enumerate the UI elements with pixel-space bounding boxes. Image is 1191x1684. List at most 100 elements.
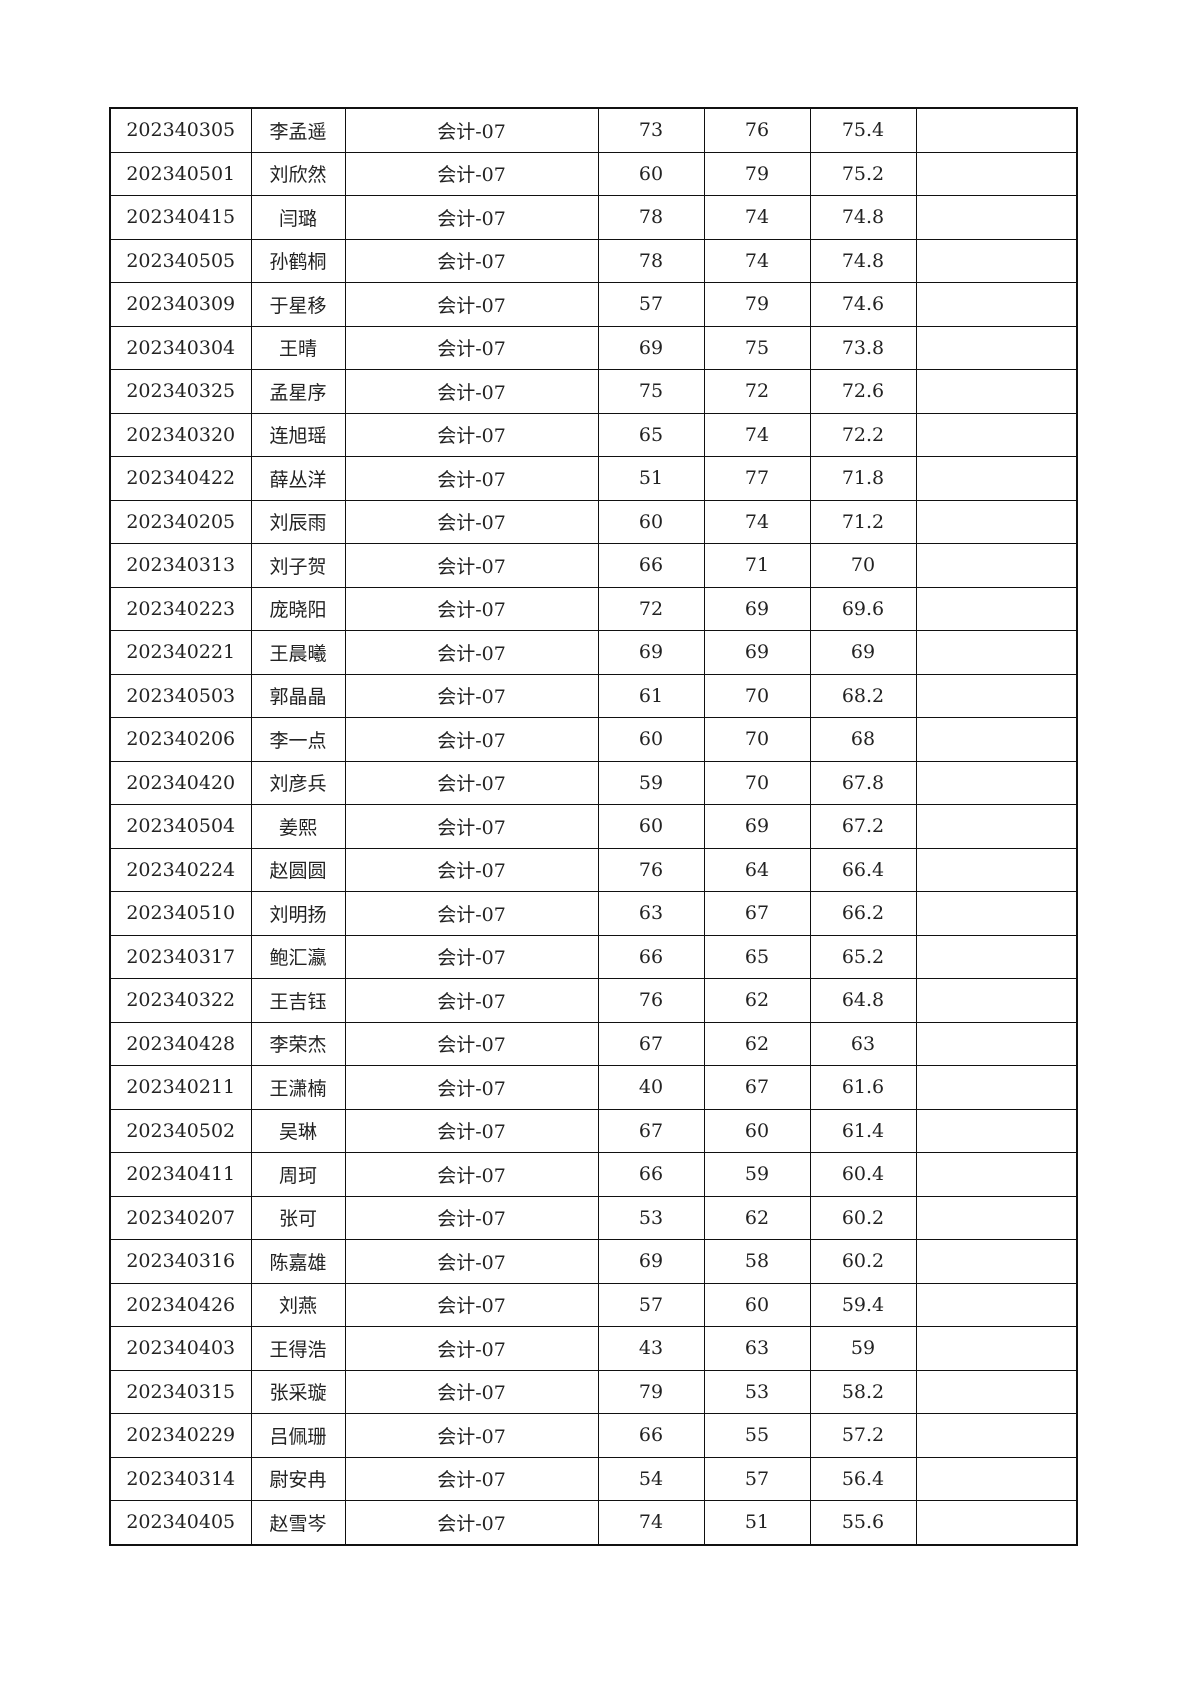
total-cell: 55.6 [809,1500,917,1545]
student-id-cell: 202340320 [109,412,252,457]
student-id-cell: 202340211 [109,1065,252,1110]
student-id-cell: 202340325 [109,369,252,414]
table-row: 202340325 孟星序 会计-07 75 72 72.6 [109,369,1078,414]
class-cell: 会计-07 [344,456,599,501]
remark-cell [915,891,1078,936]
score2-cell: 74 [703,412,811,457]
remark-cell [915,543,1078,588]
remark-cell [915,586,1078,631]
name-cell: 张采璇 [250,1369,346,1414]
total-cell: 64.8 [809,978,917,1023]
name-cell: 刘燕 [250,1282,346,1327]
name-cell: 刘明扬 [250,891,346,936]
table-row: 202340309 于星移 会计-07 57 79 74.6 [109,282,1078,327]
total-cell: 57.2 [809,1413,917,1458]
table-row: 202340205 刘辰雨 会计-07 60 74 71.2 [109,499,1078,544]
class-cell: 会计-07 [344,151,599,196]
total-cell: 58.2 [809,1369,917,1414]
class-cell: 会计-07 [344,847,599,892]
total-cell: 66.2 [809,891,917,936]
score1-cell: 72 [597,586,705,631]
remark-cell [915,1413,1078,1458]
score1-cell: 66 [597,934,705,979]
table-row: 202340510 刘明扬 会计-07 63 67 66.2 [109,891,1078,936]
class-cell: 会计-07 [344,412,599,457]
name-cell: 王潇楠 [250,1065,346,1110]
student-id-cell: 202340411 [109,1152,252,1197]
table-row: 202340422 薛丛洋 会计-07 51 77 71.8 [109,456,1078,501]
class-cell: 会计-07 [344,1326,599,1371]
remark-cell [915,195,1078,240]
score1-cell: 67 [597,1108,705,1153]
total-cell: 74.8 [809,195,917,240]
class-cell: 会计-07 [344,586,599,631]
student-id-cell: 202340223 [109,586,252,631]
student-id-cell: 202340501 [109,151,252,196]
score1-cell: 73 [597,107,705,153]
score2-cell: 69 [703,630,811,675]
table-row: 202340316 陈嘉雄 会计-07 69 58 60.2 [109,1239,1078,1284]
name-cell: 薛丛洋 [250,456,346,501]
student-id-cell: 202340504 [109,804,252,849]
table-row: 202340501 刘欣然 会计-07 60 79 75.2 [109,151,1078,196]
score1-cell: 69 [597,325,705,370]
student-id-cell: 202340322 [109,978,252,1023]
score2-cell: 70 [703,717,811,762]
total-cell: 68 [809,717,917,762]
score2-cell: 77 [703,456,811,501]
remark-cell [915,1239,1078,1284]
score2-cell: 70 [703,673,811,718]
score2-cell: 71 [703,543,811,588]
score2-cell: 65 [703,934,811,979]
name-cell: 周珂 [250,1152,346,1197]
class-cell: 会计-07 [344,325,599,370]
score1-cell: 60 [597,151,705,196]
score2-cell: 64 [703,847,811,892]
table-row: 202340428 李荣杰 会计-07 67 62 63 [109,1021,1078,1066]
class-cell: 会计-07 [344,1456,599,1501]
table-row: 202340317 鲍汇瀛 会计-07 66 65 65.2 [109,934,1078,979]
class-cell: 会计-07 [344,1021,599,1066]
remark-cell [915,760,1078,805]
score2-cell: 69 [703,804,811,849]
class-cell: 会计-07 [344,630,599,675]
total-cell: 67.2 [809,804,917,849]
student-id-cell: 202340205 [109,499,252,544]
student-id-cell: 202340510 [109,891,252,936]
remark-cell [915,673,1078,718]
score1-cell: 79 [597,1369,705,1414]
total-cell: 71.2 [809,499,917,544]
score1-cell: 76 [597,847,705,892]
score2-cell: 79 [703,282,811,327]
class-cell: 会计-07 [344,978,599,1023]
name-cell: 孙鹤桐 [250,238,346,283]
remark-cell [915,412,1078,457]
remark-cell [915,238,1078,283]
remark-cell [915,630,1078,675]
score1-cell: 74 [597,1500,705,1545]
name-cell: 闫璐 [250,195,346,240]
score2-cell: 76 [703,107,811,153]
remark-cell [915,282,1078,327]
class-cell: 会计-07 [344,1108,599,1153]
student-id-cell: 202340422 [109,456,252,501]
total-cell: 71.8 [809,456,917,501]
student-id-cell: 202340505 [109,238,252,283]
table-row: 202340411 周珂 会计-07 66 59 60.4 [109,1152,1078,1197]
class-cell: 会计-07 [344,1282,599,1327]
table-row: 202340405 赵雪岑 会计-07 74 51 55.6 [109,1500,1078,1545]
score1-cell: 66 [597,543,705,588]
class-cell: 会计-07 [344,1152,599,1197]
score2-cell: 75 [703,325,811,370]
student-id-cell: 202340309 [109,282,252,327]
name-cell: 赵圆圆 [250,847,346,892]
table-row: 202340314 尉安冉 会计-07 54 57 56.4 [109,1456,1078,1501]
score1-cell: 76 [597,978,705,1023]
remark-cell [915,1065,1078,1110]
name-cell: 刘欣然 [250,151,346,196]
score2-cell: 74 [703,499,811,544]
score1-cell: 78 [597,238,705,283]
table-row: 202340504 姜熙 会计-07 60 69 67.2 [109,804,1078,849]
class-cell: 会计-07 [344,282,599,327]
student-id-cell: 202340502 [109,1108,252,1153]
